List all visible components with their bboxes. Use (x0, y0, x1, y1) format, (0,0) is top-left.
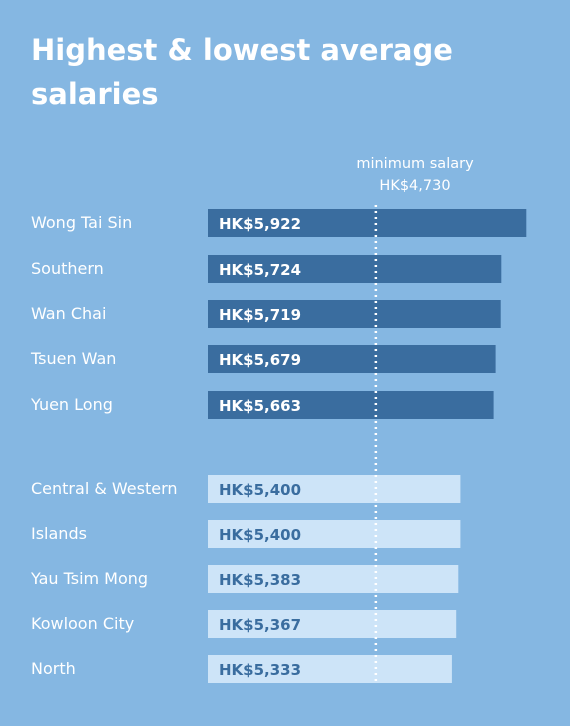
bar (208, 475, 461, 503)
chart-title: Highest & lowest average salaries (31, 33, 453, 111)
category-label: Kowloon City (31, 614, 134, 633)
bar (208, 255, 502, 283)
category-label: Wan Chai (31, 304, 106, 323)
category-label: Islands (31, 524, 87, 543)
value-label: HK$5,663 (219, 397, 301, 415)
bar (208, 209, 527, 237)
minimum-salary-label: minimum salary HK$4,730 (330, 153, 500, 197)
category-label: North (31, 659, 76, 678)
bar (208, 565, 459, 593)
lowest-salaries-group: Central & Western HK$5,400 Islands HK$5,400… (30, 475, 461, 683)
bar (208, 655, 452, 683)
value-label: HK$5,719 (219, 306, 301, 324)
value-label: HK$5,333 (219, 661, 301, 679)
bar (208, 345, 496, 373)
minimum-salary-value: HK$4,730 (379, 178, 451, 194)
category-label: Yau Tsim Mong (30, 569, 148, 588)
value-label: HK$5,922 (219, 215, 301, 233)
bar (208, 610, 457, 638)
category-label: Southern (31, 259, 104, 278)
bar (208, 520, 461, 548)
value-label: HK$5,679 (219, 351, 301, 369)
value-label: HK$5,400 (219, 526, 301, 544)
category-label: Yuen Long (30, 395, 113, 414)
value-label: HK$5,724 (219, 261, 301, 279)
highest-salaries-group: Wong Tai Sin HK$5,922 Southern HK$5,724 Wan … (30, 209, 527, 419)
bar (208, 391, 494, 419)
value-label: HK$5,367 (219, 616, 301, 634)
category-label: Central & Western (31, 479, 178, 498)
category-label: Tsuen Wan (30, 349, 116, 368)
minimum-salary-caption: minimum salary (356, 156, 474, 172)
category-label: Wong Tai Sin (31, 213, 132, 232)
bar (208, 300, 501, 328)
value-label: HK$5,383 (219, 571, 301, 589)
value-label: HK$5,400 (219, 481, 301, 499)
